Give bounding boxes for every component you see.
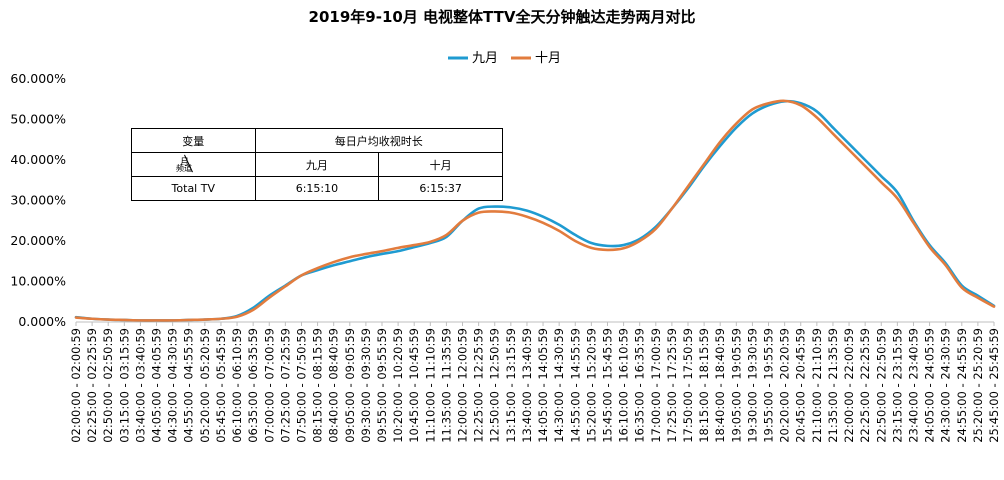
x-tick-label: 07:00:00 - 07:00:59	[262, 328, 276, 443]
y-axis: 0.000% 10.000% 20.000% 30.000% 40.000% 50.000…	[10, 71, 66, 329]
x-tick-label: 06:35:00 - 06:35:59	[246, 328, 260, 443]
series-group	[74, 99, 996, 322]
x-tick-label: 20:45:00 - 20:45:59	[794, 328, 808, 443]
x-tick-label: 15:20:00 - 15:20:59	[584, 328, 598, 443]
table-corner-month: 月	[180, 158, 190, 168]
x-tick-label: 21:35:00 - 21:35:59	[826, 328, 840, 443]
x-tick-label: 22:25:00 - 22:25:59	[858, 328, 872, 443]
table-value-october: 6:15:37	[378, 176, 503, 201]
x-tick-label: 21:10:00 - 21:10:59	[810, 328, 824, 443]
x-axis: 02:00:00 - 02:00:59 02:25:00 - 02:25:59 02…	[69, 321, 1001, 443]
x-tick-label: 02:50:00 - 02:50:59	[101, 328, 115, 443]
x-tick-label: 17:50:00 - 17:50:59	[681, 328, 695, 443]
x-tick-label: 06:10:00 - 06:10:59	[230, 328, 244, 443]
x-tick-label: 08:40:00 - 08:40:59	[327, 328, 341, 443]
x-tick-label: 13:15:00 - 13:15:59	[504, 328, 518, 443]
x-tick-label: 09:55:00 - 09:55:59	[375, 328, 389, 443]
y-tick-label: 50.000%	[10, 112, 66, 127]
stats-table: 变量 每日户均收视时长 月 频道 九月 十月 Total TV 6:15:10 …	[131, 128, 504, 201]
x-tick-label: 10:20:00 - 10:20:59	[391, 328, 405, 443]
table-col-october: 十月	[378, 152, 503, 177]
x-tick-label: 12:00:00 - 12:00:59	[456, 328, 470, 443]
table-row-label: Total TV	[131, 176, 256, 201]
y-tick-label: 10.000%	[10, 274, 66, 289]
table-header-variable: 变量	[131, 128, 256, 153]
y-tick-label: 30.000%	[10, 193, 66, 208]
legend-label-september: 九月	[472, 51, 498, 66]
x-tick-label: 18:40:00 - 18:40:59	[713, 328, 727, 443]
x-tick-label: 19:05:00 - 19:05:59	[729, 328, 743, 443]
x-tick-label: 10:45:00 - 10:45:59	[407, 328, 421, 443]
x-tick-label: 23:15:00 - 23:15:59	[890, 328, 904, 443]
x-tick-label: 05:45:00 - 05:45:59	[214, 328, 228, 443]
table-col-september: 九月	[254, 152, 380, 177]
x-tick-label: 03:15:00 - 03:15:59	[117, 328, 131, 443]
x-tick-label: 15:45:00 - 15:45:59	[600, 328, 614, 443]
x-tick-label: 04:30:00 - 04:30:59	[166, 328, 180, 443]
table-corner-channel: 频道	[176, 164, 192, 173]
x-tick-label: 07:25:00 - 07:25:59	[278, 328, 292, 443]
x-tick-label: 12:25:00 - 12:25:59	[472, 328, 486, 443]
x-tick-label: 09:30:00 - 09:30:59	[359, 328, 373, 443]
x-tick-label: 16:10:00 - 16:10:59	[617, 328, 631, 443]
x-tick-label: 14:55:00 - 14:55:59	[568, 328, 582, 443]
x-tick-label: 02:00:00 - 02:00:59	[69, 328, 83, 443]
x-tick-label: 23:40:00 - 23:40:59	[906, 328, 920, 443]
legend-label-october: 十月	[535, 51, 561, 66]
x-tick-label: 04:05:00 - 04:05:59	[150, 328, 164, 443]
chart-title: 2019年9-10月 电视整体TTV全天分钟触达走势两月对比	[309, 8, 696, 26]
table-header-metric: 每日户均收视时长	[254, 128, 504, 153]
y-tick-label: 20.000%	[10, 233, 66, 248]
x-tick-label: 24:55:00 - 24:55:59	[955, 328, 969, 443]
x-tick-label: 11:10:00 - 11:10:59	[423, 328, 437, 443]
y-tick-label: 60.000%	[10, 71, 66, 86]
x-tick-label: 14:05:00 - 14:05:59	[536, 328, 550, 443]
x-tick-label: 05:20:00 - 05:20:59	[198, 328, 212, 443]
x-tick-label: 22:50:00 - 22:50:59	[874, 328, 888, 443]
x-tick-label: 20:20:00 - 20:20:59	[778, 328, 792, 443]
x-tick-label: 16:35:00 - 16:35:59	[633, 328, 647, 443]
x-tick-label: 24:05:00 - 24:05:59	[923, 328, 937, 443]
x-tick-label: 11:35:00 - 11:35:59	[439, 328, 453, 443]
x-tick-label: 19:30:00 - 19:30:59	[745, 328, 759, 443]
table-value-september: 6:15:10	[254, 176, 380, 201]
x-tick-label: 02:25:00 - 02:25:59	[85, 328, 99, 443]
x-tick-label: 17:25:00 - 17:25:59	[665, 328, 679, 443]
x-tick-label: 17:00:00 - 17:00:59	[649, 328, 663, 443]
x-tick-label: 24:30:00 - 24:30:59	[939, 328, 953, 443]
x-tick-label: 04:55:00 - 04:55:59	[182, 328, 196, 443]
series-line-october	[74, 99, 996, 322]
x-tick-label: 08:15:00 - 08:15:59	[311, 328, 325, 443]
x-tick-label: 03:40:00 - 03:40:59	[133, 328, 147, 443]
legend: 九月 十月	[448, 51, 561, 66]
x-tick-label: 09:05:00 - 09:05:59	[343, 328, 357, 443]
table-corner-cell: 月 频道	[131, 152, 256, 177]
x-tick-label: 18:15:00 - 18:15:59	[697, 328, 711, 443]
x-tick-label: 25:45:00 - 25:45:59	[987, 328, 1001, 443]
y-tick-label: 40.000%	[10, 152, 66, 167]
y-tick-label: 0.000%	[18, 314, 66, 329]
x-tick-label: 14:30:00 - 14:30:59	[552, 328, 566, 443]
x-tick-label: 22:00:00 - 22:00:59	[842, 328, 856, 443]
x-tick-label: 25:20:00 - 25:20:59	[971, 328, 985, 443]
x-tick-label: 19:55:00 - 19:55:59	[762, 328, 776, 443]
x-tick-label: 07:50:00 - 07:50:59	[294, 328, 308, 443]
x-tick-label: 12:50:00 - 12:50:59	[488, 328, 502, 443]
x-tick-label: 13:40:00 - 13:40:59	[520, 328, 534, 443]
